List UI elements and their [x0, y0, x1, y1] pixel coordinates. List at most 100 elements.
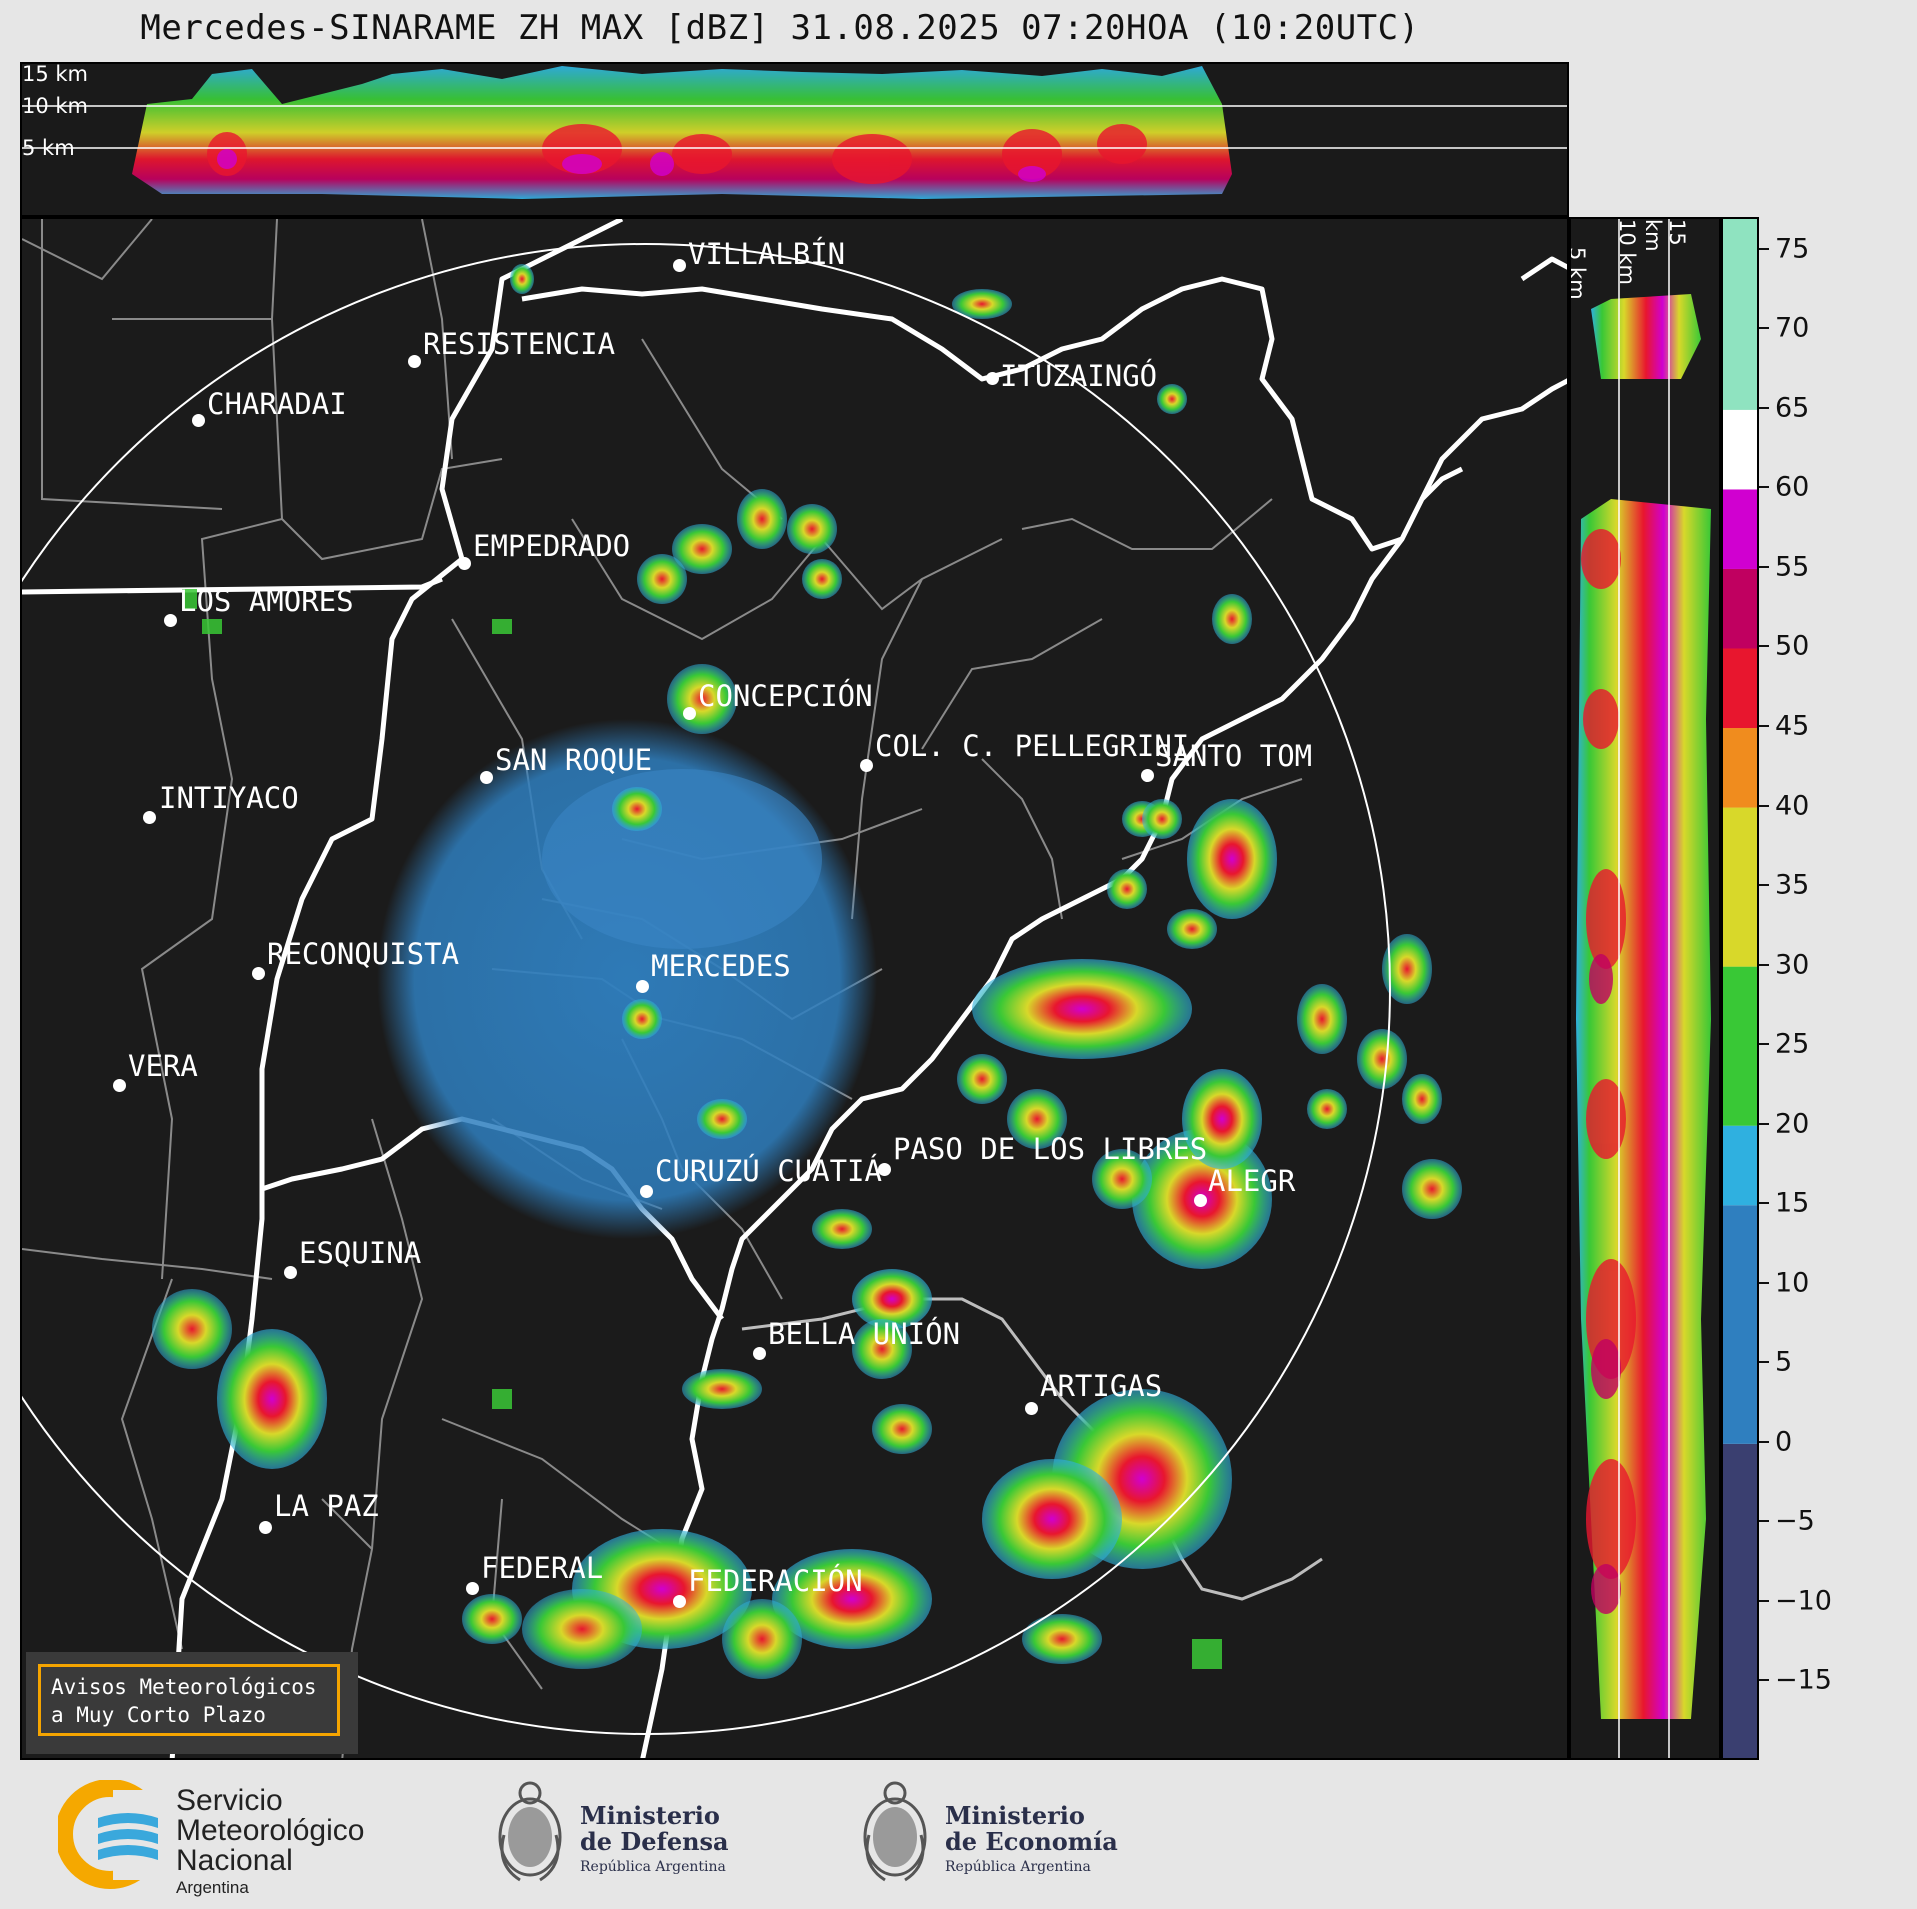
colorbar-band: [1723, 966, 1757, 1126]
colorbar-band: [1723, 807, 1757, 967]
colorbar-tick-label: 70: [1775, 312, 1810, 344]
radar-echoes: [152, 264, 1462, 1679]
height-label-5km: 5 km: [22, 136, 75, 160]
colorbar-tick: [1759, 247, 1769, 250]
top-cross-section: 15 km 10 km 5 km: [20, 62, 1569, 217]
colorbar-tick: [1759, 804, 1769, 807]
city-label: SANTO TOM: [1155, 739, 1313, 773]
colorbar-tick: [1759, 645, 1769, 648]
city-dot: [458, 557, 471, 570]
colorbar-tick-label: 65: [1775, 392, 1810, 424]
colorbar-band: [1723, 489, 1757, 569]
colorbar-tick: [1759, 1122, 1769, 1125]
smn-line-2: Meteorológico: [176, 1814, 365, 1847]
colorbar-tick: [1759, 565, 1769, 568]
smn-country: Argentina: [176, 1878, 249, 1897]
colorbar-band: [1723, 409, 1757, 490]
colorbar-band: [1723, 1205, 1757, 1444]
city-label: ITUZAINGÓ: [1000, 359, 1158, 393]
colorbar-band: [1723, 568, 1757, 649]
colorbar-tick: [1759, 1440, 1769, 1443]
city-dot: [878, 1163, 891, 1176]
city-dot: [252, 967, 265, 980]
smn-logo-icon: [55, 1779, 168, 1889]
colorbar-band: [1723, 1125, 1757, 1206]
colorbar-tick-label: −10: [1775, 1585, 1832, 1617]
right-cross-section-echo: [1576, 219, 1711, 1758]
city-label: SAN ROQUE: [495, 743, 653, 777]
warning-box: Avisos Meteorológicos a Muy Corto Plazo: [26, 1652, 358, 1754]
colorbar-tick: [1759, 1202, 1769, 1205]
city-label: ESQUINA: [299, 1236, 422, 1270]
city-dot: [640, 1185, 653, 1198]
chart-title: Mercedes-SINARAME ZH MAX [dBZ] 31.08.202…: [140, 8, 1420, 48]
city-dot: [408, 355, 421, 368]
defensa-country: República Argentina: [580, 1859, 726, 1875]
ministerio-defensa-logo: Ministerio de Defensa República Argentin…: [490, 1775, 770, 1895]
city-label: ALEGR: [1208, 1164, 1296, 1198]
city-label: EMPEDRADO: [473, 529, 631, 563]
height-label-5km: 5 km: [1569, 247, 1589, 300]
colorbar-tick: [1759, 406, 1769, 409]
colorbar-tick: [1759, 1599, 1769, 1602]
radar-map-canvas: [22, 219, 1567, 1758]
colorbar-ticks: 75 70 65 60 55 50 45 40 35 30 25 20 15 10 5 0 −5 −10 −15: [1759, 217, 1879, 1760]
city-label: COL. C. PELLEGRINI: [875, 729, 1190, 763]
city-dot: [683, 707, 696, 720]
colorbar-band: [1723, 728, 1757, 808]
city-label: CHARADAI: [207, 387, 347, 421]
city-dot: [164, 614, 177, 627]
city-dot: [143, 811, 156, 824]
colorbar-tick: [1759, 327, 1769, 330]
radar-site-dot: [636, 980, 649, 993]
colorbar-tick-label: −5: [1775, 1505, 1815, 1537]
top-cross-section-echo: [22, 66, 1567, 199]
city-label: FEDERAL: [481, 1551, 604, 1585]
radar-site-label: MERCEDES: [651, 949, 791, 983]
city-label: CURUZÚ CUATIÁ: [655, 1154, 882, 1188]
height-label-10km: 10 km: [1615, 219, 1639, 286]
coat-of-arms-icon: [863, 1781, 927, 1882]
colorbar-tick-label: 15: [1775, 1187, 1810, 1219]
warning-line-1: Avisos Meteorológicos: [51, 1675, 317, 1699]
city-dot: [284, 1266, 297, 1279]
colorbar-tick: [1759, 486, 1769, 489]
colorbar-tick-label: 10: [1775, 1267, 1810, 1299]
colorbar-tick-label: 45: [1775, 710, 1810, 742]
city-label: LOS AMORES: [179, 584, 354, 618]
colorbar-tick-label: 75: [1775, 233, 1810, 265]
height-label-10km: 10 km: [22, 94, 89, 118]
colorbar-tick-label: 25: [1775, 1028, 1810, 1060]
city-dot: [673, 1595, 686, 1608]
city-dot: [753, 1347, 766, 1360]
city-dot: [673, 259, 686, 272]
warning-line-2: a Muy Corto Plazo: [51, 1703, 266, 1727]
coat-of-arms-icon: [498, 1781, 562, 1882]
colorbar-tick: [1759, 884, 1769, 887]
colorbar-tick-label: 5: [1775, 1346, 1793, 1378]
economia-line-2: de Economía: [945, 1827, 1118, 1856]
height-label-15km: 15 km: [1641, 219, 1689, 252]
colorbar-tick-label: 40: [1775, 790, 1810, 822]
city-dot: [113, 1079, 126, 1092]
colorbar-band: [1723, 1443, 1757, 1758]
colorbar-band: [1723, 648, 1757, 729]
city-label: CONCEPCIÓN: [698, 679, 873, 713]
city-dot: [1025, 1402, 1038, 1415]
city-dot: [480, 771, 493, 784]
economia-line-1: Ministerio: [945, 1801, 1085, 1830]
colorbar-tick: [1759, 1679, 1769, 1682]
height-label-15km: 15 km: [22, 62, 89, 86]
city-dot: [1194, 1194, 1207, 1207]
smn-logo: Servicio Meteorológico Nacional Argentin…: [55, 1779, 398, 1897]
colorbar-tick: [1759, 1361, 1769, 1364]
radar-map: VILLALBÍN RESISTENCIA CHARADAI ITUZAINGÓ…: [20, 217, 1569, 1760]
colorbar-tick: [1759, 725, 1769, 728]
colorbar-tick: [1759, 1281, 1769, 1284]
colorbar-tick-label: 60: [1775, 471, 1810, 503]
city-label: VERA: [128, 1049, 198, 1083]
city-label: VILLALBÍN: [688, 237, 846, 271]
colorbar-tick-label: 0: [1775, 1426, 1793, 1458]
city-label: INTIYACO: [159, 781, 299, 815]
colorbar-tick-label: 55: [1775, 551, 1810, 583]
